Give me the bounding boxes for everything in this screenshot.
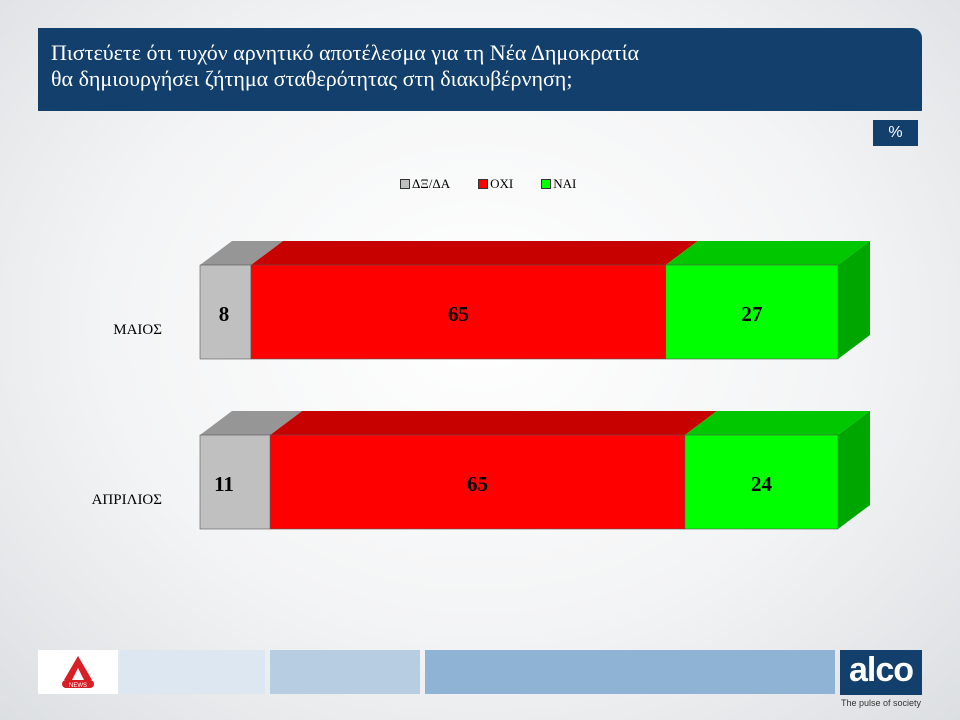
data-label-dk-na-0: 8: [219, 302, 230, 326]
legend-swatch-yes: [541, 179, 552, 189]
legend-label-no: ΟΧΙ: [490, 176, 514, 191]
title-banner: Πιστεύετε ότι τυχόν αρνητικό αποτέλεσμα …: [38, 28, 922, 111]
bar-top-yes-0: [665, 241, 870, 265]
alpha-news-icon: NEWS: [62, 656, 94, 689]
bar-top-dk-na-1: [200, 411, 303, 435]
bar-no-0: [250, 264, 667, 360]
legend-item-dk-na: ΔΞ/ΔΑ: [400, 176, 450, 192]
alco-logo: alco: [840, 650, 922, 695]
bar-side-1: [838, 411, 870, 529]
bar-top-dk-na-0: [200, 241, 284, 265]
news-logo: NEWS: [38, 650, 118, 694]
data-label-no-1: 65: [467, 472, 488, 496]
bar-yes-0: [665, 264, 839, 360]
bar-top-yes-1: [684, 411, 870, 435]
legend-item-no: ΟΧΙ: [478, 176, 513, 192]
bar-dk-na-0: [199, 264, 252, 360]
bar-top-no-0: [251, 241, 698, 265]
footer-strip-2: [270, 650, 420, 694]
bar-no-1: [269, 434, 686, 530]
news-logo-text: NEWS: [69, 683, 87, 689]
legend: ΔΞ/ΔΑ ΟΧΙ ΝΑΙ: [400, 176, 604, 192]
bar-yes-1: [684, 434, 839, 530]
data-label-yes-1: 24: [751, 472, 773, 496]
category-label-april: ΑΠΡΙΛΙΟΣ: [91, 492, 162, 508]
legend-swatch-dk-na: [400, 179, 410, 189]
footer-strip-3: [425, 650, 835, 694]
data-label-yes-0: 27: [741, 302, 762, 326]
legend-label-dk-na: ΔΞ/ΔΑ: [412, 176, 451, 191]
unit-badge: %: [873, 120, 918, 146]
bar-top-no-1: [270, 411, 717, 435]
data-label-no-0: 65: [448, 302, 469, 326]
chart-title-line-1: Πιστεύετε ότι τυχόν αρνητικό αποτέλεσμα …: [51, 40, 640, 65]
category-label-may: ΜΑΙΟΣ: [113, 322, 162, 338]
legend-item-yes: ΝΑΙ: [541, 176, 576, 192]
chart-title-line-2: θα δημιουργήσει ζήτημα σταθερότητας στη …: [51, 66, 573, 91]
legend-swatch-no: [478, 179, 489, 189]
bar-dk-na-1: [199, 434, 271, 530]
bar-side-0: [838, 241, 870, 359]
data-label-dk-na-1: 11: [214, 472, 234, 496]
legend-label-yes: ΝΑΙ: [553, 176, 577, 191]
alco-tagline: The pulse of society: [841, 698, 922, 708]
footer-strip-1: [120, 650, 265, 694]
